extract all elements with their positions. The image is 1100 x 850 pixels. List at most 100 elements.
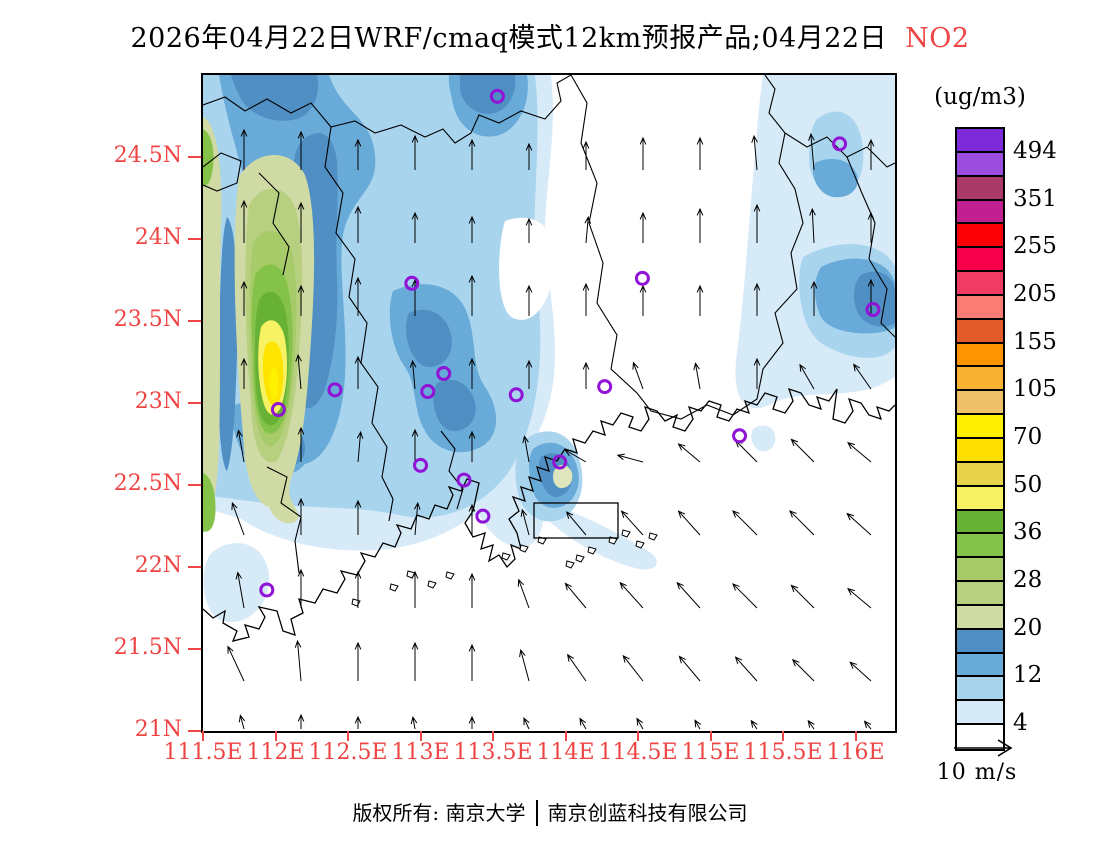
fill-steel-c1 <box>405 309 452 368</box>
fill-green-left-top <box>203 129 214 186</box>
wind-vector <box>808 132 815 171</box>
species-label: NO2 <box>905 23 970 54</box>
colorbar-tick-label: 70 <box>1013 424 1043 450</box>
colorbar-cell <box>957 295 1003 320</box>
fill-bright-core <box>269 367 279 401</box>
wind-vector <box>565 511 587 536</box>
colorbar-cell <box>957 200 1003 225</box>
colorbar-cell <box>957 129 1003 153</box>
wind-vector <box>846 512 872 536</box>
lon-tick-label: 114.5E <box>598 740 678 765</box>
lat-tick-mark <box>188 648 201 650</box>
wind-vector <box>354 715 362 729</box>
wind-vector <box>411 641 419 681</box>
wind-vector <box>240 280 248 316</box>
wind-vector <box>564 449 587 463</box>
wind-vector <box>468 357 476 389</box>
lat-tick-label: 22.5N <box>113 471 182 496</box>
lat-tick-mark <box>188 730 201 732</box>
wind-vector <box>297 201 305 243</box>
lon-tick-mark <box>492 731 495 741</box>
lat-tick-mark <box>188 566 201 568</box>
colorbar-tick-label: 155 <box>1013 328 1057 355</box>
station-marker <box>732 428 748 444</box>
wind-vector <box>413 501 421 536</box>
station-marker <box>489 88 505 104</box>
wind-vector <box>582 140 590 170</box>
lon-tick-mark <box>202 731 204 741</box>
wind-vector <box>639 136 647 170</box>
wind-vector <box>696 136 704 170</box>
lon-tick-mark <box>854 731 857 741</box>
footer-copyright: 版权所有: 南京大学 南京创蓝科技有限公司 <box>0 797 1100 830</box>
colorbar-cell <box>957 629 1003 654</box>
station-marker <box>475 508 491 524</box>
island-outline <box>351 598 361 607</box>
wind-vector <box>789 510 815 536</box>
lon-tick-label: 113E <box>391 740 450 765</box>
station-marker <box>404 275 420 291</box>
lon-tick-label: 115.5E <box>743 740 823 765</box>
wind-vector <box>522 435 530 463</box>
wind-vector <box>639 284 647 316</box>
wind-vector <box>867 211 875 243</box>
colorbar-cell <box>957 176 1003 201</box>
footer-company: 南京创蓝科技有限公司 <box>547 801 748 825</box>
province-boundary <box>330 75 572 144</box>
wind-vector <box>468 430 476 462</box>
wind-vector <box>579 717 587 730</box>
station-marker <box>259 582 275 598</box>
province-boundary <box>203 152 242 192</box>
lon-tick-label: 116E <box>826 740 885 765</box>
wind-vector <box>677 443 701 463</box>
colorbar-tick-label: 351 <box>1013 185 1057 212</box>
wind-vector <box>240 199 248 243</box>
wind-vector <box>297 284 305 316</box>
wind-vector <box>810 280 818 316</box>
colorbar-cell <box>957 653 1003 678</box>
wind-vector <box>354 205 362 243</box>
wind-vector <box>517 578 530 609</box>
wind-vector <box>753 357 761 389</box>
colorbar-unit-label: (ug/m3) <box>934 84 1026 110</box>
island-outline <box>648 532 658 541</box>
wind-vector <box>582 361 590 389</box>
colorbar-cell <box>957 701 1003 726</box>
colorbar-cell <box>957 272 1003 296</box>
province-boundary <box>440 430 464 510</box>
wind-vector <box>236 429 245 463</box>
wind-reference-label: 10 m/s <box>936 760 1018 785</box>
island-outline <box>575 554 585 563</box>
wind-vector <box>636 717 644 730</box>
footer-owner: 版权所有: 南京大学 <box>352 801 526 825</box>
island-outline <box>519 544 529 553</box>
wind-vector <box>468 572 476 608</box>
wind-vector <box>853 363 872 390</box>
wind-vector <box>799 363 815 390</box>
fill-pale-sw <box>203 543 270 622</box>
wind-vector <box>863 720 872 730</box>
colorbar-cell <box>957 319 1003 344</box>
wind-vector <box>693 362 701 390</box>
lon-tick-label: 111.5E <box>163 740 243 765</box>
lat-tick-label: 24N <box>134 225 182 250</box>
station-marker <box>508 387 524 403</box>
wind-vector <box>354 641 362 681</box>
station-marker <box>552 454 568 470</box>
wind-vector <box>847 587 872 609</box>
lon-tick-mark <box>274 731 277 741</box>
wind-vector <box>411 428 419 462</box>
colorbar-tick-label: 50 <box>1013 471 1043 498</box>
wind-vector <box>847 441 872 463</box>
lat-tick-label: 21N <box>134 717 182 742</box>
wind-vector <box>409 359 417 390</box>
colorbar-tick-label: 20 <box>1013 614 1043 641</box>
colorbar-cell <box>957 510 1003 535</box>
wind-vector <box>240 357 248 389</box>
lat-tick-label: 23N <box>134 389 182 414</box>
fill-steel-c2 <box>433 379 476 432</box>
lon-tick-label: 115E <box>681 740 740 765</box>
island-outline <box>445 571 455 580</box>
colorbar-tick-label: 12 <box>1013 662 1043 689</box>
